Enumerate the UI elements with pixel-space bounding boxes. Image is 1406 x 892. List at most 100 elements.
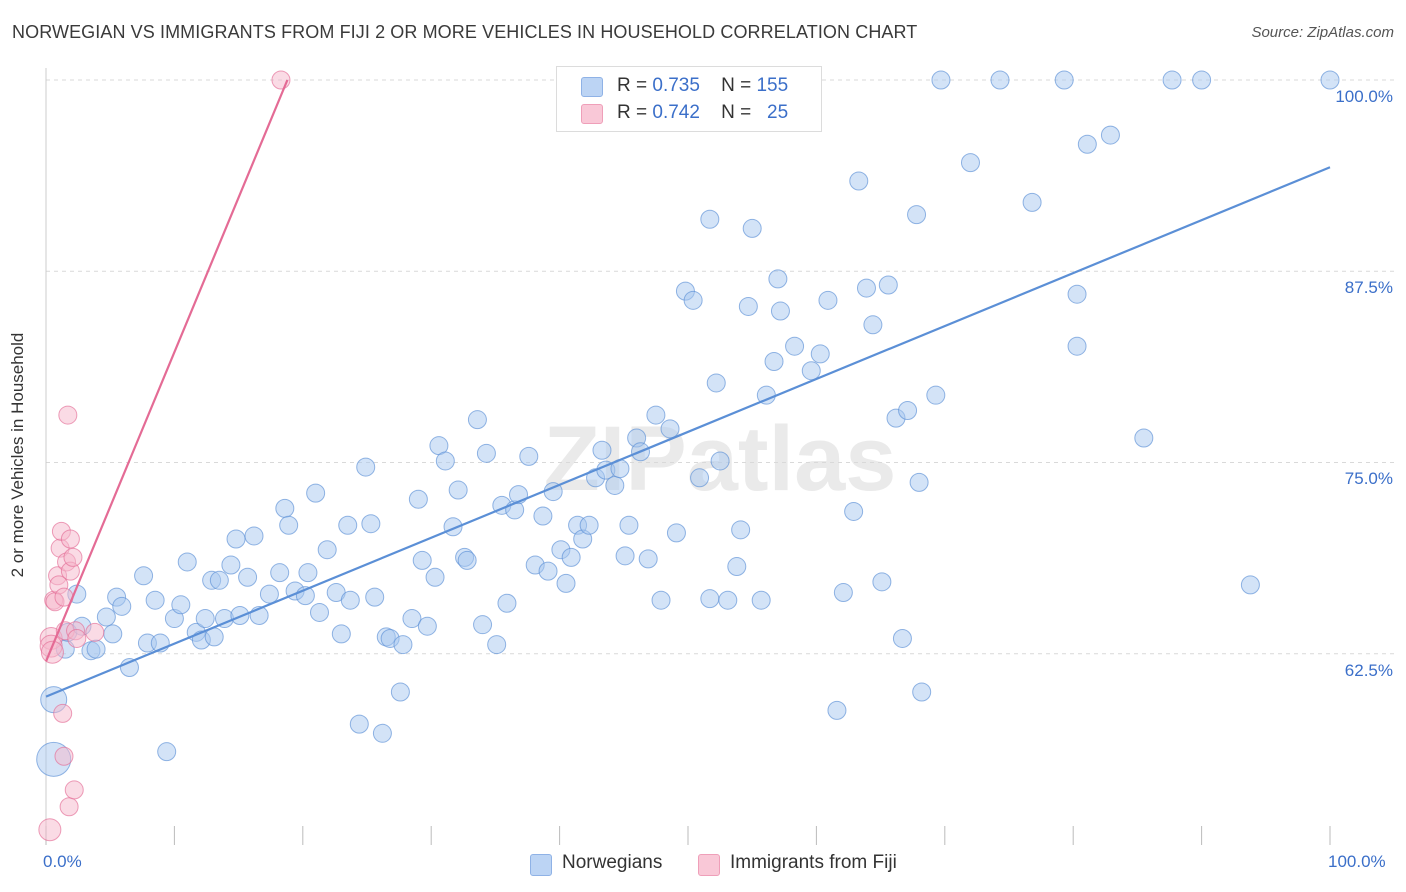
norwegian-point (425, 567, 445, 587)
norwegian-point (878, 275, 898, 295)
norwegian-point (683, 290, 703, 310)
legend-r-label: R = (617, 102, 648, 123)
norwegian-point (556, 573, 576, 593)
norwegian-point (112, 596, 132, 616)
norwegian-point (519, 446, 539, 466)
source-credit: Source: ZipAtlas.com (1251, 24, 1394, 41)
norwegian-point (738, 296, 758, 316)
norwegian-point (435, 451, 455, 471)
norwegian-point (96, 607, 116, 627)
norwegian-point (892, 628, 912, 648)
norwegian-point (785, 336, 805, 356)
norwegian-point (651, 590, 671, 610)
norwegian-point (259, 584, 279, 604)
norwegian-point (827, 700, 847, 720)
norwegian-point (393, 635, 413, 655)
chart-title: NORWEGIAN VS IMMIGRANTS FROM FIJI 2 OR M… (12, 22, 918, 42)
norwegian-point (390, 682, 410, 702)
norwegian-point (909, 472, 929, 492)
fiji-point (85, 622, 105, 642)
norwegian-point (1320, 70, 1340, 90)
legend-r-label: R = (617, 75, 648, 96)
norwegian-point (195, 609, 215, 629)
norwegian-point (579, 515, 599, 535)
norwegian-point (372, 723, 392, 743)
fiji-points (38, 70, 291, 842)
norwegian-point (926, 385, 946, 405)
norwegian-point (340, 590, 360, 610)
norwegian-point (638, 549, 658, 569)
norwegian-point (238, 567, 258, 587)
norwegian-point (209, 570, 229, 590)
norwegians-trend-line (45, 166, 1331, 698)
norwegian-point (742, 218, 762, 238)
norwegian-point (417, 616, 437, 636)
norwegian-point (718, 590, 738, 610)
norwegian-point (309, 602, 329, 622)
norwegian-point (801, 361, 821, 381)
norwegian-point (275, 498, 295, 518)
norwegian-point (818, 290, 838, 310)
norwegian-point (402, 609, 422, 629)
norwegian-point (457, 550, 477, 570)
fiji-point (67, 628, 87, 648)
norwegian-point (990, 70, 1010, 90)
norwegian-point (619, 515, 639, 535)
norwegian-point (244, 526, 264, 546)
norwegian-point (306, 483, 326, 503)
y-tick-label: 75.0% (1344, 469, 1393, 488)
norwegian-point (856, 278, 876, 298)
norwegian-point (487, 635, 507, 655)
norwegian-point (907, 205, 927, 225)
gridlines (46, 79, 1395, 655)
x-tick-label: 100.0% (1328, 852, 1386, 871)
norwegian-point (157, 742, 177, 762)
norwegian-point (331, 624, 351, 644)
norwegian-point (690, 468, 710, 488)
y-tick-label: 87.5% (1344, 278, 1393, 297)
norwegian-point (833, 583, 853, 603)
norwegian-point (497, 593, 517, 613)
legend-swatch (581, 104, 603, 124)
norwegian-point (660, 419, 680, 439)
y-tick-label: 100.0% (1335, 87, 1393, 106)
norwegian-point (226, 529, 246, 549)
norwegian-point (615, 546, 635, 566)
legend-swatch (581, 77, 603, 97)
norwegian-point (931, 70, 951, 90)
norwegian-point (706, 373, 726, 393)
norwegian-point (171, 595, 191, 615)
legend-r-value: 0.735 (652, 75, 700, 96)
norwegian-point (770, 301, 790, 321)
norwegian-point (476, 443, 496, 463)
y-axis-label: 2 or more Vehicles in Household (8, 332, 27, 578)
norwegian-point (356, 457, 376, 477)
fiji-point (53, 703, 73, 723)
norwegian-point (1067, 284, 1087, 304)
norwegian-point (768, 269, 788, 289)
norwegian-point (361, 514, 381, 534)
norwegian-point (1022, 192, 1042, 212)
norwegian-point (86, 639, 106, 659)
norwegian-point (727, 557, 747, 577)
norwegian-point (467, 410, 487, 430)
norwegian-point (1192, 70, 1212, 90)
norwegian-point (646, 405, 666, 425)
fiji-point (54, 746, 74, 766)
norwegian-point (751, 590, 771, 610)
legend-label: Immigrants from Fiji (730, 852, 897, 873)
norwegian-point (338, 515, 358, 535)
legend-n-label: N = (721, 75, 752, 96)
norwegian-point (221, 555, 241, 575)
norwegian-point (177, 552, 197, 572)
trend-lines (44, 79, 1331, 698)
norwegian-point (810, 344, 830, 364)
norwegian-point (1134, 428, 1154, 448)
norwegian-point (960, 153, 980, 173)
legend-r-value: 0.742 (652, 102, 700, 123)
correlation-legend: R = 0.735 N = 155 R = 0.742 N = 25 (556, 66, 822, 132)
norwegian-point (700, 589, 720, 609)
norwegian-point (1067, 336, 1087, 356)
norwegian-point (1162, 70, 1182, 90)
